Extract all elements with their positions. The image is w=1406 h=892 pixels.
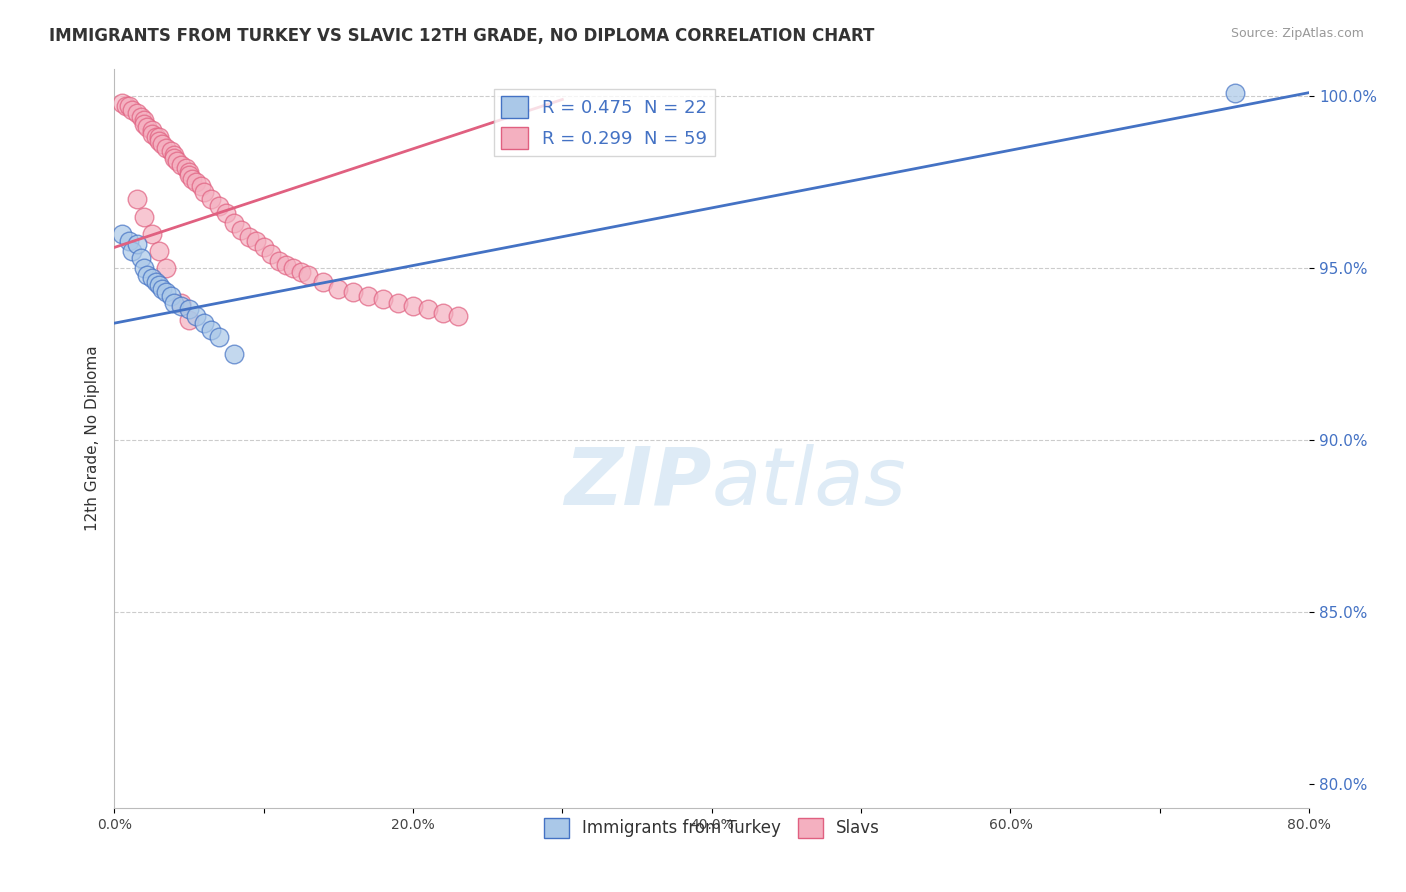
Point <box>148 130 170 145</box>
Point <box>129 110 152 124</box>
Point <box>186 310 208 324</box>
Point <box>208 330 231 344</box>
Point <box>186 175 208 189</box>
Point <box>208 199 231 213</box>
Point <box>163 151 186 165</box>
Text: ZIP: ZIP <box>564 444 711 522</box>
Point <box>145 130 167 145</box>
Point <box>200 323 222 337</box>
Point <box>132 117 155 131</box>
Point <box>125 237 148 252</box>
Point <box>177 168 200 182</box>
Point <box>148 278 170 293</box>
Point <box>328 282 350 296</box>
Point <box>416 302 439 317</box>
Point <box>163 295 186 310</box>
Point <box>148 134 170 148</box>
Point <box>118 234 141 248</box>
Point <box>166 154 188 169</box>
Point <box>174 161 197 176</box>
Point <box>132 113 155 128</box>
Point <box>193 316 215 330</box>
Point <box>132 210 155 224</box>
Point <box>1223 86 1246 100</box>
Point <box>155 261 177 276</box>
Y-axis label: 12th Grade, No Diploma: 12th Grade, No Diploma <box>86 346 100 532</box>
Point <box>267 254 290 268</box>
Point <box>245 234 267 248</box>
Point <box>141 271 163 285</box>
Point <box>121 244 143 258</box>
Text: IMMIGRANTS FROM TURKEY VS SLAVIC 12TH GRADE, NO DIPLOMA CORRELATION CHART: IMMIGRANTS FROM TURKEY VS SLAVIC 12TH GR… <box>49 27 875 45</box>
Point <box>252 240 274 254</box>
Point <box>238 230 260 244</box>
Point <box>283 261 305 276</box>
Point <box>155 285 177 300</box>
Point <box>177 302 200 317</box>
Point <box>125 106 148 120</box>
Point <box>177 312 200 326</box>
Point <box>121 103 143 117</box>
Point <box>193 186 215 200</box>
Point <box>215 206 238 220</box>
Point <box>342 285 364 300</box>
Point <box>129 251 152 265</box>
Point <box>145 275 167 289</box>
Point <box>402 299 425 313</box>
Point <box>231 223 253 237</box>
Point <box>222 347 245 361</box>
Point <box>132 261 155 276</box>
Point <box>387 295 409 310</box>
Point <box>141 123 163 137</box>
Point <box>432 306 454 320</box>
Point <box>125 192 148 206</box>
Point <box>290 264 312 278</box>
Legend: Immigrants from Turkey, Slavs: Immigrants from Turkey, Slavs <box>537 811 886 845</box>
Point <box>148 244 170 258</box>
Point <box>260 247 283 261</box>
Point <box>357 288 380 302</box>
Point <box>141 227 163 241</box>
Point <box>150 282 173 296</box>
Point <box>118 99 141 113</box>
Point <box>274 258 297 272</box>
Point <box>170 299 193 313</box>
Point <box>177 165 200 179</box>
Text: atlas: atlas <box>711 444 907 522</box>
Point <box>200 192 222 206</box>
Point <box>160 288 183 302</box>
Point <box>170 158 193 172</box>
Point <box>136 268 159 282</box>
Point <box>297 268 319 282</box>
Text: Source: ZipAtlas.com: Source: ZipAtlas.com <box>1230 27 1364 40</box>
Point <box>155 141 177 155</box>
Point <box>222 216 245 230</box>
Point <box>111 227 134 241</box>
Point <box>163 147 186 161</box>
Point <box>180 171 202 186</box>
Point <box>312 275 335 289</box>
Point <box>170 295 193 310</box>
Point <box>150 137 173 152</box>
Point <box>190 178 212 193</box>
Point <box>447 310 470 324</box>
Point <box>160 144 183 158</box>
Point <box>371 292 394 306</box>
Point <box>141 127 163 141</box>
Point <box>115 99 138 113</box>
Point <box>111 95 134 110</box>
Point <box>136 120 159 134</box>
